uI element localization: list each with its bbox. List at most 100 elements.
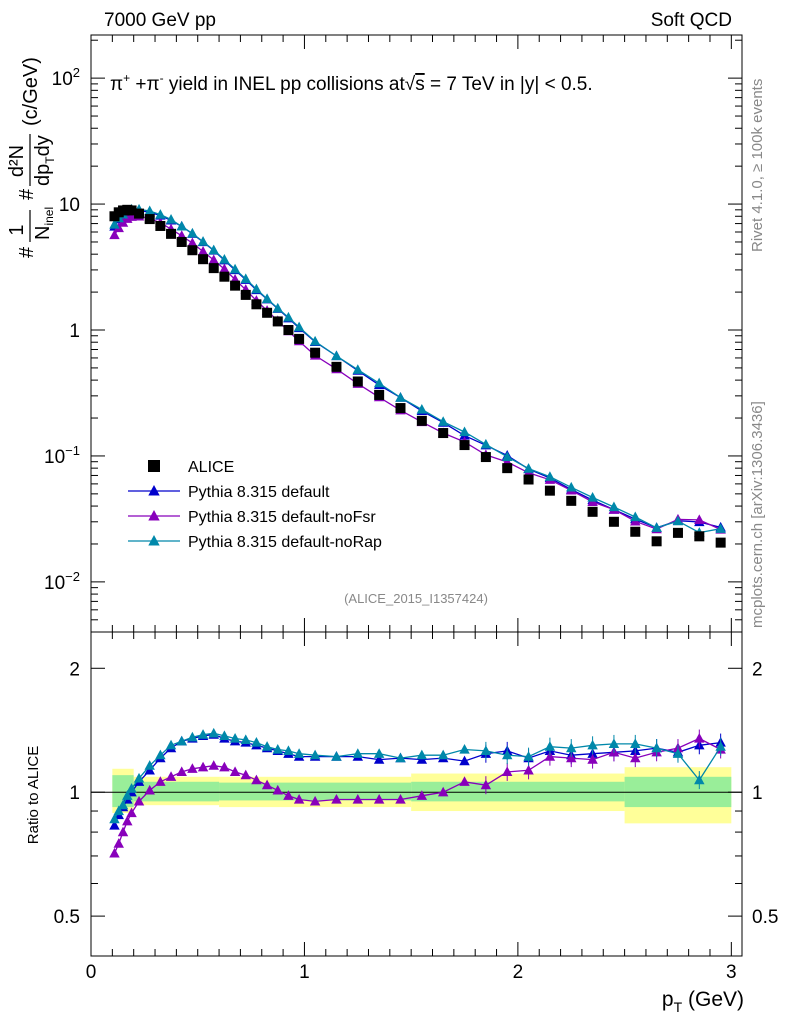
ratio-series-1-point bbox=[133, 795, 145, 806]
ratio-series-2-point bbox=[144, 760, 155, 770]
series-1-point bbox=[694, 514, 705, 525]
ratio-series-1-point bbox=[395, 793, 406, 804]
ratio-series-1-point bbox=[331, 793, 342, 804]
y-tick-label: 1 bbox=[69, 321, 80, 342]
ratio-series-2-point bbox=[240, 734, 251, 744]
alice-point bbox=[176, 236, 187, 247]
series-2-point bbox=[155, 209, 166, 219]
ratio-series-2-point bbox=[229, 733, 241, 743]
alice-point bbox=[587, 506, 598, 517]
series-1-point bbox=[197, 246, 209, 256]
x-tick-label: 1 bbox=[299, 962, 310, 983]
rivet-version-label: Rivet 4.1.0, ≥ 100k events bbox=[749, 79, 766, 252]
alice-point bbox=[352, 376, 363, 387]
y-tick-label: 10 bbox=[59, 195, 80, 216]
alice-point bbox=[272, 316, 283, 327]
alice-point bbox=[155, 220, 166, 231]
ratio-series-2-point bbox=[197, 729, 209, 739]
alice-point bbox=[544, 485, 555, 496]
ratio-y-tick-label-right: 2 bbox=[752, 659, 763, 680]
ratio-series-2-point bbox=[566, 742, 577, 753]
x-tick-label: 2 bbox=[513, 962, 524, 983]
alice-point bbox=[126, 205, 137, 216]
ylabel-frac2-num: d²N bbox=[6, 145, 28, 177]
ratio-series-1-point bbox=[155, 776, 166, 786]
y-axis-label: # 1 Ninel # d²N dpTdy (c/GeV) bbox=[6, 57, 57, 258]
series-2-point bbox=[197, 236, 209, 246]
ratio-series-1-point bbox=[117, 826, 129, 837]
legend-label-1: Pythia 8.315 default-noFsr bbox=[188, 509, 376, 526]
ratio-series-2-point bbox=[587, 739, 598, 750]
ratio-series-2-point bbox=[694, 774, 705, 785]
ylabel-unit: (c/GeV) bbox=[20, 57, 42, 126]
alice-point bbox=[523, 474, 534, 485]
ratio-series-2-point bbox=[630, 738, 641, 749]
ratio-series-1-point bbox=[109, 847, 120, 858]
ratio-series-1-point bbox=[630, 752, 641, 763]
ratio-series-2-point bbox=[544, 741, 556, 751]
ratio-y-tick-label: 1 bbox=[69, 783, 80, 804]
alice-point bbox=[651, 536, 662, 547]
alice-point bbox=[144, 214, 155, 225]
alice-point bbox=[208, 263, 219, 274]
alice-point bbox=[251, 299, 262, 310]
alice-point bbox=[283, 325, 294, 336]
ratio-series-2-point bbox=[187, 731, 198, 742]
ratio-series-2-point bbox=[331, 751, 342, 761]
series-2-point bbox=[523, 463, 534, 473]
ratio-series-1-point bbox=[523, 764, 534, 775]
series-2-point bbox=[373, 377, 385, 388]
ratio-series-1-point bbox=[126, 807, 137, 818]
ratio-series-0-point bbox=[373, 754, 385, 764]
alice-point bbox=[672, 527, 683, 538]
ratio-y-axis-label: Ratio to ALICE bbox=[25, 746, 42, 844]
series-2-point bbox=[240, 273, 251, 284]
legend-marker-0 bbox=[148, 485, 160, 496]
ratio-series-2-point bbox=[208, 727, 219, 738]
series-2-point bbox=[566, 481, 577, 492]
legend-marker-2 bbox=[148, 535, 160, 546]
alice-point bbox=[230, 280, 241, 291]
ratio-series-2-point bbox=[309, 749, 321, 760]
series-2-point bbox=[437, 416, 449, 426]
series-2-point bbox=[187, 227, 198, 238]
ratio-y-tick-label: 2 bbox=[69, 659, 80, 680]
alice-point bbox=[310, 347, 321, 358]
alice-point bbox=[134, 208, 145, 219]
alice-point bbox=[187, 245, 198, 256]
alice-point bbox=[416, 415, 427, 426]
x-axis-label: pT (GeV) bbox=[662, 988, 744, 1015]
ratio-series-1-point bbox=[187, 763, 198, 773]
ratio-series-1-point bbox=[144, 784, 155, 795]
ratio-y-tick-label-right: 1 bbox=[752, 783, 763, 804]
series-2-point bbox=[672, 515, 684, 526]
series-2-point bbox=[544, 471, 556, 481]
series-2-point bbox=[109, 219, 120, 229]
ratio-series-1-point bbox=[566, 752, 577, 763]
ratio-series-1-point bbox=[352, 793, 364, 804]
ratio-series-2-point bbox=[395, 752, 406, 763]
legend: ALICE Pythia 8.315 default Pythia 8.315 de… bbox=[128, 459, 382, 551]
alice-point bbox=[715, 537, 726, 548]
series-2-point bbox=[715, 523, 726, 533]
ratio-series-1-point bbox=[165, 771, 177, 781]
ratio-series-2-point bbox=[293, 748, 305, 758]
ratio-series-1-point bbox=[251, 774, 262, 785]
alice-point bbox=[608, 516, 619, 527]
series-2-point bbox=[480, 438, 492, 449]
alice-point bbox=[694, 531, 705, 542]
series-2-point bbox=[459, 426, 470, 437]
y-tick-label: 102 bbox=[52, 65, 80, 90]
series-2-point bbox=[229, 263, 241, 274]
alice-point bbox=[630, 526, 641, 537]
ratio-series-0-point bbox=[109, 820, 120, 830]
ratio-series-2-point bbox=[176, 735, 187, 746]
ratio-series-2-point bbox=[672, 748, 684, 758]
ratio-series-1-point bbox=[229, 766, 241, 777]
main-plot-area bbox=[109, 203, 726, 548]
ratio-series-1-point bbox=[122, 815, 133, 826]
ratio-series-2-point bbox=[109, 813, 120, 824]
reference-uncertainty-bands bbox=[91, 767, 742, 824]
series-2-point bbox=[309, 335, 321, 346]
alice-point bbox=[480, 452, 491, 463]
